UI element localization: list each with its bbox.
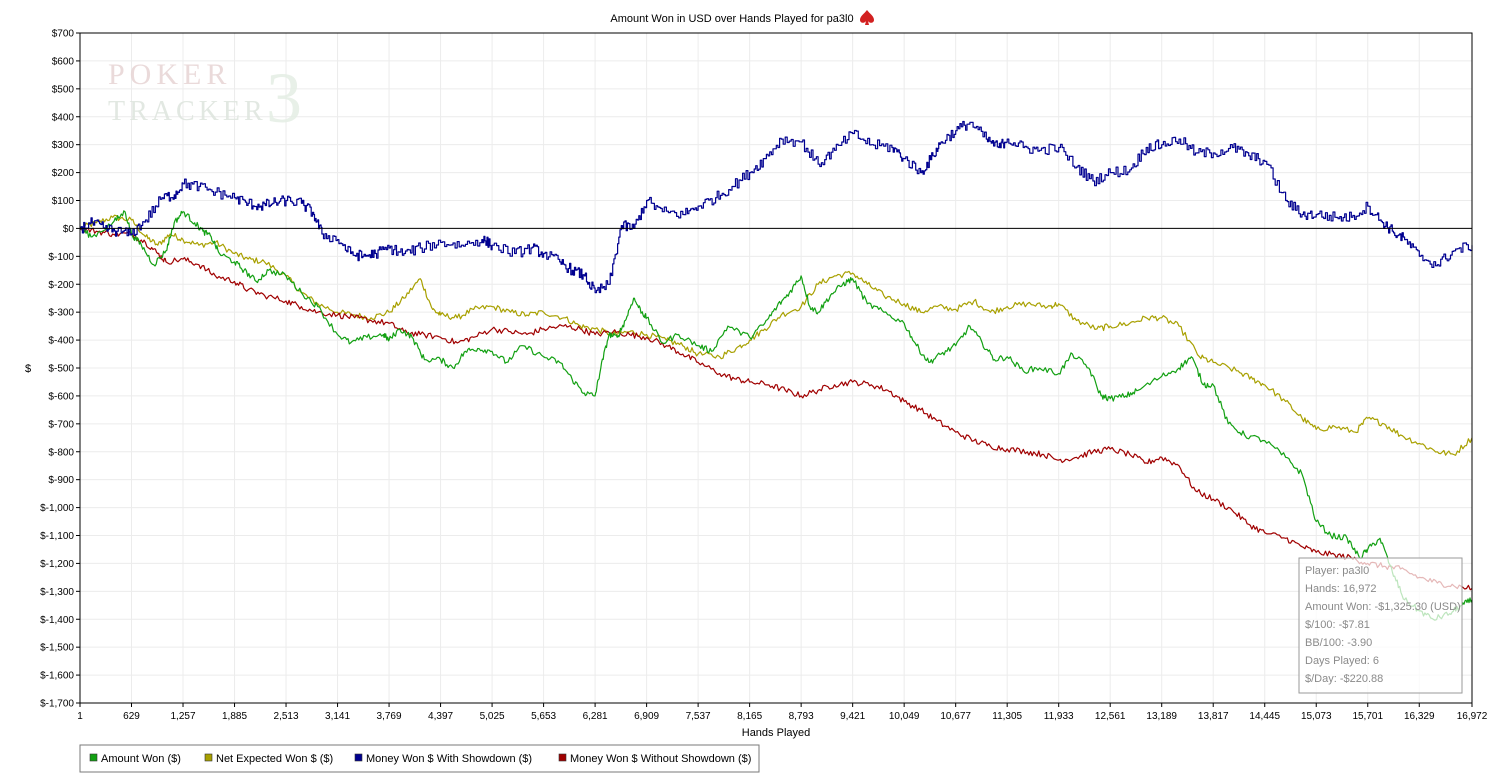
- x-tick-label: 6,909: [634, 711, 659, 722]
- x-tick-label: 15,073: [1301, 711, 1332, 722]
- x-tick-label: 10,049: [889, 711, 920, 722]
- series-line-non-showdown: [79, 227, 1473, 591]
- x-tick-label: 3,769: [377, 711, 402, 722]
- y-axis: $700 $600 $500 $400 $300 $200 $100 $0 $-100 $-200…: [40, 29, 80, 710]
- x-tick-label: 3,141: [325, 711, 350, 722]
- x-tick-label: 16,972: [1457, 711, 1488, 722]
- x-tick-label: 629: [123, 711, 140, 722]
- watermark-line2: TRACKER: [108, 96, 267, 127]
- x-axis-title: Hands Played: [742, 727, 811, 739]
- y-tick-label: $300: [52, 140, 75, 151]
- spade-icon: [860, 10, 874, 25]
- x-tick-label: 11,933: [1044, 711, 1074, 722]
- series-line-amount-won: [79, 210, 1473, 621]
- x-tick-label: 8,793: [789, 711, 814, 722]
- x-tick-label: 13,817: [1198, 711, 1229, 722]
- legend-label: Amount Won ($): [101, 753, 181, 765]
- x-tick-label: 5,653: [531, 711, 556, 722]
- x-tick-label: 11,305: [992, 711, 1022, 722]
- legend-swatch-amount-won: [89, 753, 98, 762]
- y-tick-label: $-1,700: [40, 699, 74, 710]
- y-tick-label: $-1,500: [40, 643, 74, 654]
- legend-label: Money Won $ Without Showdown ($): [570, 753, 751, 765]
- y-tick-label: $-700: [48, 419, 74, 430]
- legend-swatch-showdown: [354, 753, 363, 762]
- y-tick-label: $-1,300: [40, 587, 74, 598]
- x-tick-label: 1,257: [171, 711, 196, 722]
- legend-swatch-non-showdown: [558, 753, 567, 762]
- x-tick-label: 5,025: [480, 711, 505, 722]
- watermark-digit: 3: [266, 58, 302, 138]
- y-tick-label: $-100: [48, 252, 74, 263]
- x-tick-label: 15,701: [1352, 711, 1383, 722]
- x-tick-label: 9,421: [840, 711, 865, 722]
- y-tick-label: $100: [52, 196, 75, 207]
- legend-swatch-net-expected: [204, 753, 213, 762]
- x-tick-label: 13,189: [1146, 711, 1177, 722]
- y-tick-label: $-500: [48, 364, 74, 375]
- x-tick-label: 2,513: [274, 711, 299, 722]
- y-tick-label: $-200: [48, 280, 74, 291]
- y-tick-label: $-900: [48, 475, 74, 486]
- y-tick-label: $500: [52, 84, 75, 95]
- y-tick-label: $700: [52, 29, 75, 40]
- legend-label: Net Expected Won $ ($): [216, 753, 333, 765]
- x-tick-label: 16,329: [1404, 711, 1435, 722]
- tooltip-box: [1298, 557, 1463, 694]
- hover-tooltip: Player: pa3l0 Hands: 16,972 Amount Won: -$…: [1298, 557, 1463, 694]
- x-tick-label: 4,397: [428, 711, 453, 722]
- grid: [79, 32, 1473, 704]
- y-tick-label: $600: [52, 56, 75, 67]
- x-tick-label: 1,885: [222, 711, 247, 722]
- x-axis: 1 629 1,257 1,885 2,513 3,141 3,769 4,397 5,025 5…: [77, 703, 1488, 722]
- y-tick-label: $0: [63, 224, 75, 235]
- watermark-line1: POKER: [108, 58, 231, 91]
- tooltip-line: $/Day: -$220.88: [1305, 673, 1383, 685]
- tooltip-line: Hands: 16,972: [1305, 583, 1377, 595]
- tooltip-line: Amount Won: -$1,325.30 (USD): [1305, 601, 1461, 613]
- y-tick-label: $-1,600: [40, 671, 74, 682]
- y-axis-title: $: [25, 363, 31, 375]
- legend-box: [79, 744, 760, 773]
- y-tick-label: $-1,400: [40, 615, 74, 626]
- y-tick-label: $400: [52, 112, 75, 123]
- x-tick-label: 7,537: [686, 711, 711, 722]
- y-tick-label: $-300: [48, 308, 74, 319]
- y-tick-label: $-1,200: [40, 559, 74, 570]
- tooltip-line: Player: pa3l0: [1305, 565, 1369, 577]
- x-tick-label: 12,561: [1095, 711, 1126, 722]
- x-tick-label: 14,445: [1249, 711, 1280, 722]
- poker-tracker-watermark: POKER TRACKER 3: [108, 58, 302, 138]
- legend: Amount Won ($) Net Expected Won $ ($) Mone…: [79, 744, 760, 773]
- y-tick-label: $200: [52, 168, 75, 179]
- y-tick-label: $-1,100: [40, 531, 74, 542]
- x-tick-label: 10,677: [940, 711, 971, 722]
- series-layer: [79, 120, 1473, 621]
- x-tick-label: 8,165: [737, 711, 762, 722]
- y-tick-label: $-800: [48, 447, 74, 458]
- tooltip-line: BB/100: -3.90: [1305, 637, 1372, 649]
- y-tick-label: $-600: [48, 391, 74, 402]
- x-tick-label: 1: [77, 711, 83, 722]
- legend-label: Money Won $ With Showdown ($): [366, 753, 532, 765]
- series-line-showdown: [80, 120, 1473, 294]
- tooltip-line: $/100: -$7.81: [1305, 619, 1370, 631]
- y-tick-label: $-1,000: [40, 503, 74, 514]
- tooltip-line: Days Played: 6: [1305, 655, 1379, 667]
- y-tick-label: $-400: [48, 336, 74, 347]
- x-tick-label: 6,281: [583, 711, 608, 722]
- chart-title: Amount Won in USD over Hands Played for …: [610, 13, 853, 25]
